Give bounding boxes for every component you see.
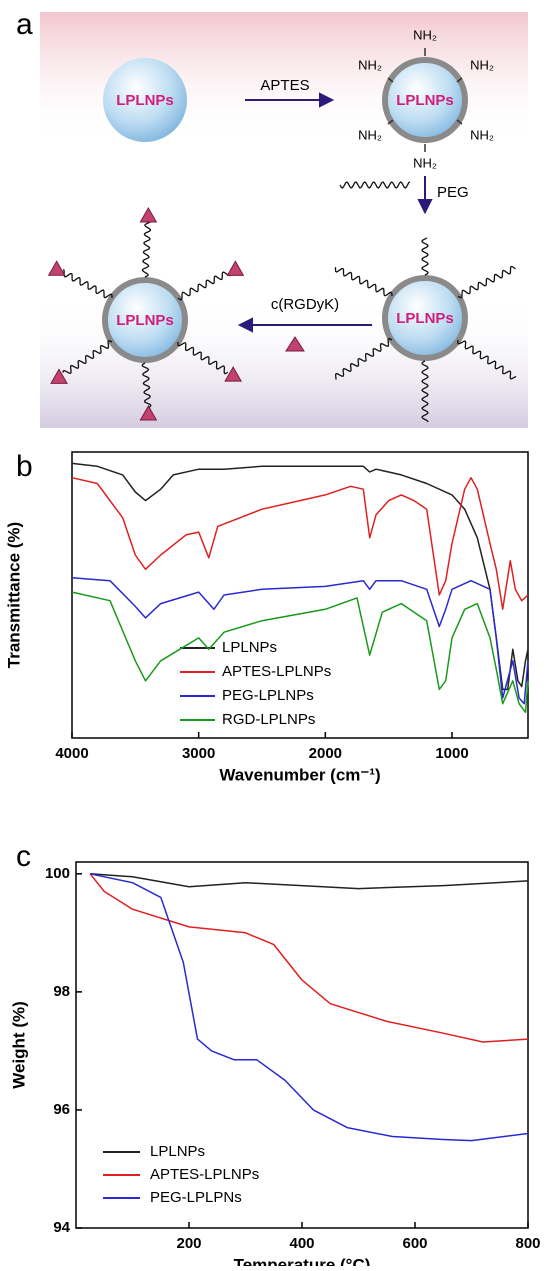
legend-label: LPLNPs bbox=[222, 639, 277, 656]
x-tick-label: 600 bbox=[402, 1235, 427, 1252]
y-axis-label: Weight (%) bbox=[9, 1001, 28, 1089]
bond bbox=[456, 77, 463, 83]
x-tick-label: 4000 bbox=[55, 745, 88, 762]
chain bbox=[457, 265, 516, 299]
y-tick-label: 94 bbox=[53, 1219, 70, 1236]
ligand bbox=[139, 404, 158, 421]
arrow-head bbox=[417, 199, 433, 215]
bond bbox=[387, 119, 394, 125]
panel-label: b bbox=[16, 450, 33, 483]
chain bbox=[62, 339, 113, 375]
particle bbox=[382, 275, 468, 361]
plot-frame bbox=[75, 861, 529, 1229]
amine-label: NH₂ bbox=[358, 127, 382, 142]
x-axis-label: Temperature (°C) bbox=[234, 1255, 371, 1266]
y-tick-label: 96 bbox=[53, 1101, 70, 1118]
arrow-head bbox=[237, 317, 253, 333]
particle-label: LPLNPs bbox=[116, 92, 174, 109]
legend-label: LPLNPs bbox=[150, 1143, 205, 1160]
chain bbox=[62, 268, 113, 299]
x-axis-label: Wavenumber (cm⁻¹) bbox=[219, 765, 380, 784]
ligand bbox=[226, 260, 245, 276]
chain bbox=[141, 221, 152, 278]
legend-label: PEG-LPLPNs bbox=[150, 1189, 242, 1206]
x-tick-label: 1000 bbox=[435, 745, 468, 762]
arrows bbox=[237, 92, 433, 333]
amine-label: NH₂ bbox=[413, 155, 437, 170]
panel-label: a bbox=[16, 8, 33, 41]
amine-label: NH₂ bbox=[413, 27, 437, 42]
chain bbox=[141, 362, 152, 409]
y-tick-label: 98 bbox=[53, 983, 70, 1000]
panel-label: c bbox=[16, 840, 31, 873]
ligand bbox=[47, 260, 66, 276]
ligand bbox=[285, 336, 305, 352]
particle bbox=[382, 57, 468, 143]
ligand bbox=[224, 366, 243, 382]
chain bbox=[177, 271, 231, 301]
legend-label: APTES-LPLNPs bbox=[150, 1166, 259, 1183]
panel-a: a LPLNPs LPLNPs LPLNPs LPLNPs NH₂ NH₂ NH… bbox=[16, 8, 528, 428]
step-label: PEG bbox=[437, 184, 469, 201]
particle-label: LPLNPs bbox=[396, 310, 454, 327]
bonds bbox=[387, 48, 463, 152]
particle-label: LPLNPs bbox=[116, 312, 174, 329]
amine-label: NH₂ bbox=[470, 57, 494, 72]
chain bbox=[421, 360, 429, 423]
ligand bbox=[50, 368, 68, 384]
x-tick-label: 800 bbox=[515, 1235, 540, 1252]
bond bbox=[387, 77, 394, 83]
particle bbox=[103, 58, 187, 142]
chain bbox=[421, 237, 429, 276]
particle bbox=[102, 277, 188, 363]
step-label: c(RGDyK) bbox=[271, 296, 339, 313]
y-axis-label: Transmittance (%) bbox=[4, 522, 23, 668]
data-line bbox=[89, 873, 529, 1142]
chain bbox=[334, 267, 393, 297]
data-line bbox=[89, 873, 529, 1043]
chain bbox=[177, 341, 229, 375]
legend-label: APTES-LPLNPs bbox=[222, 663, 331, 680]
data-line bbox=[71, 462, 529, 691]
x-tick-label: 400 bbox=[289, 1235, 314, 1252]
ligand bbox=[139, 207, 158, 223]
arrow-head bbox=[319, 92, 335, 108]
data-line bbox=[71, 577, 529, 705]
particle-label: LPLNPs bbox=[396, 92, 454, 109]
legend-label: PEG-LPLNPs bbox=[222, 687, 314, 704]
chain bbox=[334, 338, 393, 380]
step-label: APTES bbox=[260, 77, 309, 94]
x-tick-label: 200 bbox=[176, 1235, 201, 1252]
chain bbox=[339, 181, 411, 189]
amine-label: NH₂ bbox=[470, 127, 494, 142]
amine-label: NH₂ bbox=[358, 57, 382, 72]
bond bbox=[456, 119, 463, 125]
data-line bbox=[71, 476, 529, 611]
data-line bbox=[71, 591, 529, 714]
data-line bbox=[90, 873, 529, 890]
x-tick-label: 2000 bbox=[309, 745, 342, 762]
chain bbox=[457, 339, 517, 380]
legend-label: RGD-LPLNPs bbox=[222, 711, 315, 728]
y-tick-label: 100 bbox=[45, 865, 70, 882]
x-tick-label: 3000 bbox=[182, 745, 215, 762]
